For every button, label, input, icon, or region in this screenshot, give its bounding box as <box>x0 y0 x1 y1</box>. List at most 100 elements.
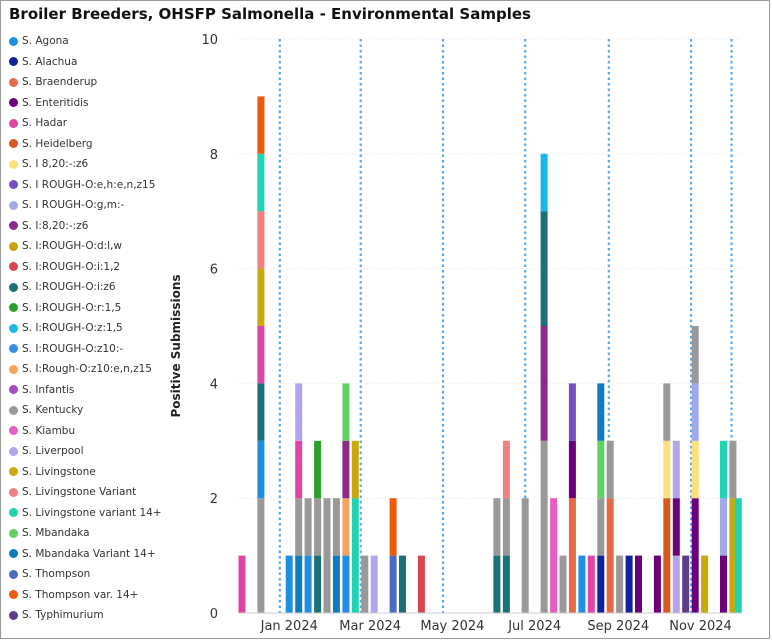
legend-item[interactable]: S. Heidelberg <box>9 134 174 155</box>
legend-item[interactable]: S. Infantis <box>9 380 174 401</box>
bar-segment <box>295 440 303 499</box>
bar-segment <box>389 555 397 613</box>
legend-marker <box>9 36 18 46</box>
legend-label: S. Enteritidis <box>22 96 89 109</box>
bar-segment <box>625 555 633 613</box>
bar-segment <box>597 440 605 499</box>
bar-segment <box>257 268 265 326</box>
legend-item[interactable]: S. I:ROUGH-O:i:1,2 <box>9 257 174 278</box>
legend-item[interactable]: S. I:ROUGH-O:i:z6 <box>9 277 174 298</box>
legend-label: S. Infantis <box>22 383 75 396</box>
legend-label: S. Livingstone Variant <box>22 486 137 499</box>
legend-marker <box>9 118 18 128</box>
bar-segment <box>295 555 303 613</box>
legend-marker <box>9 590 18 600</box>
bar-segment <box>342 555 350 613</box>
bar-segment <box>399 555 406 613</box>
bar-segment <box>323 498 331 613</box>
bar-segment <box>691 326 699 384</box>
legend-item[interactable]: S. Agona <box>9 31 174 52</box>
legend-marker <box>9 159 18 169</box>
x-tick-label: Sep 2024 <box>587 619 649 634</box>
legend-label: S. I:ROUGH-O:r:1,5 <box>22 301 122 314</box>
legend-item[interactable]: S. Livingstone <box>9 462 174 483</box>
bar-segment <box>332 498 340 556</box>
legend-item[interactable]: S. I:ROUGH-O:r:1,5 <box>9 298 174 319</box>
legend-item[interactable]: S. I 8,20:-:z6 <box>9 154 174 175</box>
bar-segment <box>304 555 312 613</box>
legend-item[interactable]: S. Braenderup <box>9 72 174 93</box>
x-tick-label: Nov 2024 <box>669 619 732 634</box>
bar-segment <box>559 555 567 613</box>
legend-item[interactable]: S. Livingstone Variant <box>9 482 174 503</box>
legend-item[interactable]: S. Typhimurium <box>9 605 174 626</box>
legend-label: S. I ROUGH-O:e,h:e,n,z15 <box>22 178 156 191</box>
bar-segment <box>734 498 742 613</box>
bar-segment <box>672 498 680 556</box>
legend-marker <box>9 385 18 395</box>
legend-item[interactable]: S. I:Rough-O:z10:e,n,z15 <box>9 359 174 380</box>
legend-marker <box>9 528 18 538</box>
legend-label: S. I:ROUGH-O:z:1,5 <box>22 322 123 335</box>
bar-segment <box>257 211 265 269</box>
bar-segment <box>351 498 359 613</box>
legend-item[interactable]: S. Alachua <box>9 52 174 73</box>
legend-item[interactable]: S. I:ROUGH-O:z10:- <box>9 339 174 360</box>
legend-marker <box>9 262 18 272</box>
legend-label: S. Thompson var. 14+ <box>22 588 139 601</box>
legend-item[interactable]: S. I:8,20:-:z6 <box>9 216 174 237</box>
legend-marker <box>9 57 18 67</box>
bar-segment <box>606 440 614 499</box>
legend-marker <box>9 467 18 477</box>
legend-item[interactable]: S. Thompson <box>9 564 174 585</box>
legend-label: S. Livingstone <box>22 465 96 478</box>
legend-item[interactable]: S. I:ROUGH-O:z:1,5 <box>9 318 174 339</box>
legend-item[interactable]: S. I ROUGH-O:e,h:e,n,z15 <box>9 175 174 196</box>
legend-label: S. I ROUGH-O:g,m:- <box>22 199 125 212</box>
bar-segment <box>257 96 265 154</box>
y-tick-label: 2 <box>210 492 218 507</box>
legend-item[interactable]: S. Kiambu <box>9 421 174 442</box>
bar-segment <box>332 555 340 613</box>
bar-segment <box>493 555 501 613</box>
bar-segment <box>597 555 605 613</box>
bar-segment <box>342 440 350 499</box>
legend-marker <box>9 221 18 231</box>
bar-segment <box>389 498 397 556</box>
bar-segment <box>720 440 727 499</box>
legend-item[interactable]: S. Liverpool <box>9 441 174 462</box>
legend-item[interactable]: S. Mbandaka <box>9 523 174 544</box>
legend-label: S. Heidelberg <box>22 137 93 150</box>
bar-segment <box>663 440 671 499</box>
legend-item[interactable]: S. I:ROUGH-O:d:l,w <box>9 236 174 257</box>
x-tick-label: May 2024 <box>420 619 484 634</box>
legend-item[interactable]: S. Enteritidis <box>9 93 174 114</box>
legend-item[interactable]: S. Livingstone variant 14+ <box>9 503 174 524</box>
bar-segment <box>616 555 624 613</box>
bar-segment <box>653 555 661 613</box>
legend-item[interactable]: S. Thompson var. 14+ <box>9 585 174 606</box>
x-tick-label: Jul 2024 <box>507 619 561 634</box>
legend-marker <box>9 364 18 374</box>
legend-item[interactable]: S. Hadar <box>9 113 174 134</box>
bar-segment <box>257 440 265 499</box>
bar-segment <box>257 383 265 441</box>
bar-segment <box>720 498 727 556</box>
bar-segment <box>672 555 680 613</box>
legend-item[interactable]: S. Mbandaka Variant 14+ <box>9 544 174 565</box>
legend-label: S. I:ROUGH-O:i:1,2 <box>22 260 121 273</box>
legend-marker <box>9 139 18 149</box>
legend-label: S. I:Rough-O:z10:e,n,z15 <box>22 363 152 376</box>
bar-segment <box>606 498 614 613</box>
bar-segment <box>568 383 576 441</box>
legend-marker <box>9 180 18 190</box>
legend-label: S. Typhimurium <box>22 609 104 622</box>
legend-label: S. Agona <box>22 35 69 48</box>
legend-item[interactable]: S. Kentucky <box>9 400 174 421</box>
bar-segment <box>257 498 265 613</box>
bar-segment <box>635 555 642 613</box>
bar-segment <box>568 440 576 499</box>
legend-item[interactable]: S. I ROUGH-O:g,m:- <box>9 195 174 216</box>
